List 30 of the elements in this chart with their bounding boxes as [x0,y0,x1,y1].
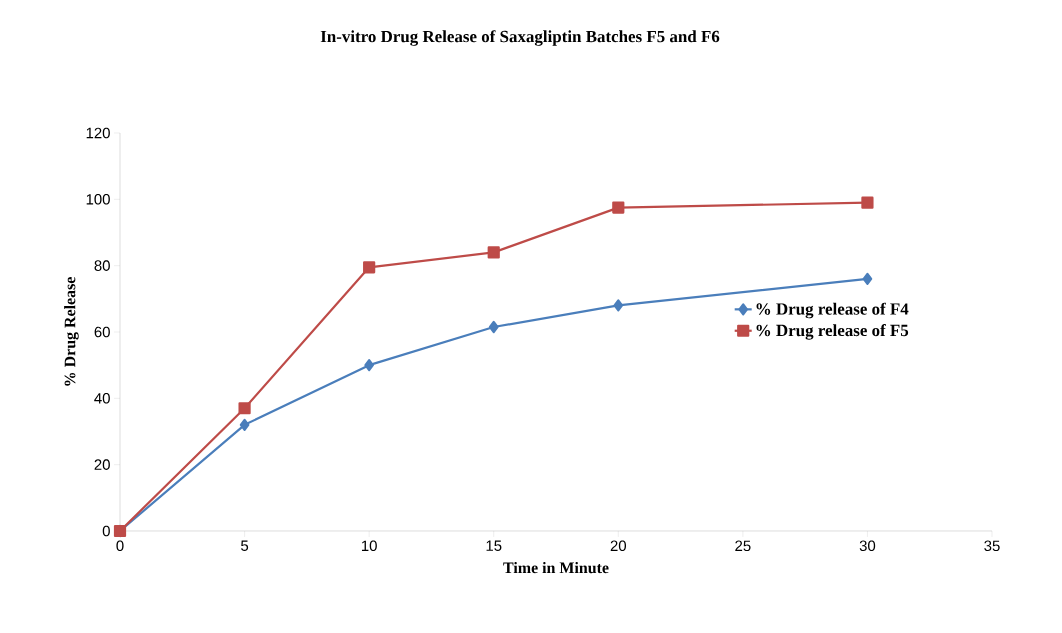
point [861,196,874,209]
y-tick-label: 40 [94,393,110,404]
point [488,320,499,334]
point [613,299,624,312]
y-tick-label: 20 [94,459,110,470]
x-axis-title: Time in Minute [503,561,609,574]
point [612,201,625,214]
point [239,418,250,431]
x-tick-label: 10 [361,540,377,552]
y-tick-label: 80 [94,260,110,271]
legend-label: % Drug release of F5 [756,324,909,340]
y-tick-label: 60 [94,326,110,338]
x-tick-label: 5 [241,540,249,551]
y-tick-label: 100 [86,194,110,205]
point [862,272,873,286]
point [238,402,251,415]
chart-title: In-vitro Drug Release of Saxagliptin Batches F5 and F6 [320,30,720,46]
x-tick-label: 0 [116,540,124,552]
x-tick-label: 15 [486,540,502,551]
y-axis-title: % Drug Release [64,277,79,386]
y-tick-label: 0 [102,525,110,537]
x-tick-label: 25 [735,540,751,552]
y-tick-label: 120 [86,127,110,139]
x-tick-label: 30 [859,540,876,552]
point [487,246,500,259]
point [363,261,376,274]
x-tick-label: 20 [610,540,627,552]
point [364,359,374,372]
legend-label: % Drug release of F4 [756,302,909,319]
x-tick-label: 35 [984,540,1000,552]
